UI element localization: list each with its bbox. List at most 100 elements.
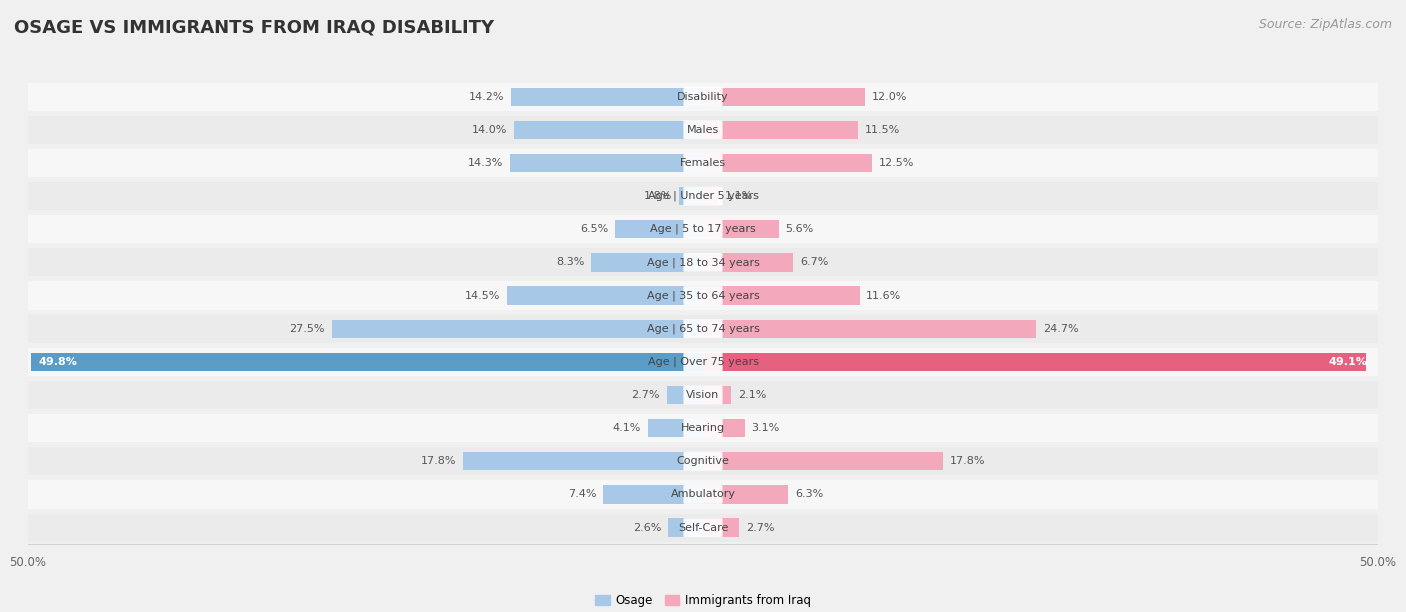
- FancyBboxPatch shape: [683, 220, 723, 239]
- Text: Age | 35 to 64 years: Age | 35 to 64 years: [647, 290, 759, 300]
- Bar: [463, 452, 703, 471]
- Bar: [28, 282, 1378, 310]
- Bar: [703, 253, 793, 272]
- Text: 2.6%: 2.6%: [633, 523, 661, 532]
- FancyBboxPatch shape: [683, 485, 723, 504]
- Bar: [28, 215, 1378, 244]
- Text: OSAGE VS IMMIGRANTS FROM IRAQ DISABILITY: OSAGE VS IMMIGRANTS FROM IRAQ DISABILITY: [14, 18, 494, 36]
- Bar: [703, 286, 859, 305]
- Text: 11.5%: 11.5%: [865, 125, 900, 135]
- Bar: [703, 187, 718, 205]
- Bar: [679, 187, 703, 205]
- Bar: [31, 353, 703, 371]
- Text: 17.8%: 17.8%: [950, 457, 986, 466]
- Text: 4.1%: 4.1%: [613, 423, 641, 433]
- Bar: [512, 88, 703, 106]
- FancyBboxPatch shape: [683, 286, 723, 305]
- Bar: [28, 116, 1378, 144]
- Bar: [703, 88, 865, 106]
- Bar: [668, 518, 703, 537]
- Text: 49.8%: 49.8%: [39, 357, 77, 367]
- Text: 6.3%: 6.3%: [794, 490, 823, 499]
- Text: Source: ZipAtlas.com: Source: ZipAtlas.com: [1258, 18, 1392, 31]
- Text: Cognitive: Cognitive: [676, 457, 730, 466]
- Text: 27.5%: 27.5%: [290, 324, 325, 334]
- Bar: [703, 353, 1365, 371]
- Text: 49.1%: 49.1%: [1329, 357, 1367, 367]
- Bar: [28, 149, 1378, 177]
- FancyBboxPatch shape: [683, 518, 723, 537]
- Text: 11.6%: 11.6%: [866, 291, 901, 300]
- Text: Ambulatory: Ambulatory: [671, 490, 735, 499]
- Text: Age | 5 to 17 years: Age | 5 to 17 years: [650, 224, 756, 234]
- Bar: [28, 315, 1378, 343]
- FancyBboxPatch shape: [683, 154, 723, 173]
- Bar: [703, 452, 943, 471]
- Bar: [703, 154, 872, 172]
- FancyBboxPatch shape: [683, 319, 723, 338]
- Bar: [591, 253, 703, 272]
- Bar: [28, 182, 1378, 210]
- Text: Disability: Disability: [678, 92, 728, 102]
- Text: 2.1%: 2.1%: [738, 390, 766, 400]
- Bar: [28, 348, 1378, 376]
- Bar: [332, 319, 703, 338]
- Bar: [28, 381, 1378, 409]
- Text: Males: Males: [688, 125, 718, 135]
- Text: 1.1%: 1.1%: [724, 191, 752, 201]
- Bar: [28, 447, 1378, 476]
- Text: Age | Under 5 years: Age | Under 5 years: [648, 191, 758, 201]
- Text: 12.5%: 12.5%: [879, 158, 914, 168]
- Text: Age | Over 75 years: Age | Over 75 years: [648, 357, 758, 367]
- FancyBboxPatch shape: [683, 253, 723, 272]
- Bar: [648, 419, 703, 437]
- Text: 3.1%: 3.1%: [752, 423, 780, 433]
- Text: 6.5%: 6.5%: [581, 224, 609, 234]
- Text: 7.4%: 7.4%: [568, 490, 596, 499]
- Text: Age | 65 to 74 years: Age | 65 to 74 years: [647, 324, 759, 334]
- Bar: [703, 386, 731, 404]
- Text: 6.7%: 6.7%: [800, 258, 828, 267]
- FancyBboxPatch shape: [683, 121, 723, 139]
- Bar: [28, 83, 1378, 111]
- Bar: [508, 286, 703, 305]
- Text: 8.3%: 8.3%: [555, 258, 585, 267]
- Bar: [703, 419, 745, 437]
- FancyBboxPatch shape: [683, 88, 723, 106]
- Text: 14.0%: 14.0%: [472, 125, 508, 135]
- Text: Age | 18 to 34 years: Age | 18 to 34 years: [647, 257, 759, 267]
- Bar: [515, 121, 703, 139]
- Text: 12.0%: 12.0%: [872, 92, 907, 102]
- Bar: [703, 220, 779, 238]
- Text: Hearing: Hearing: [681, 423, 725, 433]
- Text: 2.7%: 2.7%: [631, 390, 659, 400]
- Bar: [703, 121, 858, 139]
- Bar: [703, 518, 740, 537]
- Text: 17.8%: 17.8%: [420, 457, 456, 466]
- Legend: Osage, Immigrants from Iraq: Osage, Immigrants from Iraq: [591, 589, 815, 612]
- Bar: [28, 480, 1378, 509]
- Bar: [603, 485, 703, 504]
- Bar: [28, 513, 1378, 542]
- Text: 14.5%: 14.5%: [465, 291, 501, 300]
- Text: 5.6%: 5.6%: [786, 224, 814, 234]
- Text: Vision: Vision: [686, 390, 720, 400]
- FancyBboxPatch shape: [683, 353, 723, 371]
- Bar: [703, 319, 1036, 338]
- Text: 1.8%: 1.8%: [644, 191, 672, 201]
- FancyBboxPatch shape: [683, 187, 723, 206]
- Bar: [703, 485, 787, 504]
- Bar: [616, 220, 703, 238]
- FancyBboxPatch shape: [683, 386, 723, 405]
- Text: 14.2%: 14.2%: [470, 92, 505, 102]
- Text: Females: Females: [681, 158, 725, 168]
- FancyBboxPatch shape: [683, 419, 723, 438]
- Bar: [510, 154, 703, 172]
- Text: Self-Care: Self-Care: [678, 523, 728, 532]
- FancyBboxPatch shape: [683, 452, 723, 471]
- Bar: [28, 248, 1378, 277]
- Text: 2.7%: 2.7%: [747, 523, 775, 532]
- Bar: [28, 414, 1378, 442]
- Text: 14.3%: 14.3%: [468, 158, 503, 168]
- Bar: [666, 386, 703, 404]
